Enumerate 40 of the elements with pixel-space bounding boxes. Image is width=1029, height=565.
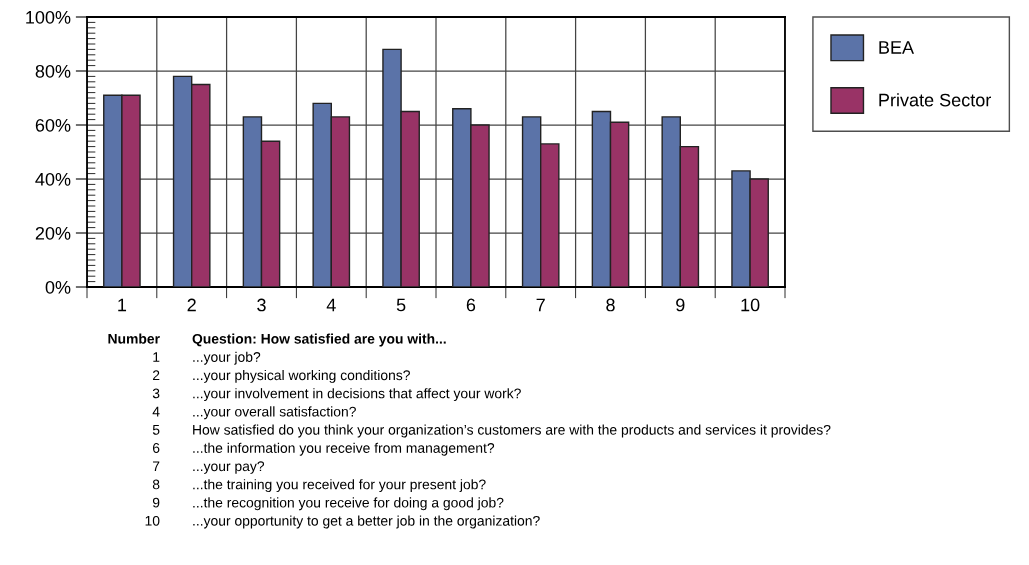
text: ...your opportunity to get a better job in the organization? [193,515,540,529]
y-tick-label: 40% [35,172,71,186]
x-tick-label: 8 [606,298,615,312]
text: How satisfied do you think your organization’s customers are with the products and services it provides? [193,424,831,438]
legend-label: BEA [879,41,915,54]
text: 1 [153,352,160,362]
x-tick-label: 7 [536,298,545,312]
y-tick-label: 20% [35,226,71,240]
text: ...the recognition you receive for doing a good job? [193,497,504,511]
text: ...your overall satisfaction? [193,406,356,420]
text: 5 [152,425,160,435]
text: ...the training you received for your present job? [193,479,486,493]
x-tick-label: 2 [187,298,196,312]
x-tick-label: 9 [676,298,685,312]
text: 3 [152,388,160,399]
legend-label: Private Sector [879,93,992,107]
x-tick-label: 10 [741,298,760,312]
x-tick-label: 3 [257,298,266,312]
y-tick-label: 100% [26,10,71,24]
text: 6 [152,443,160,453]
text: 7 [152,461,160,471]
y-tick-label: 80% [35,64,71,78]
text: ...your involvement in decisions that affect your work? [193,388,521,402]
text: 10 [145,515,160,526]
y-tick-label: 60% [35,118,71,132]
text: 8 [152,479,160,490]
text: ...your job? [193,351,261,365]
text: ...the information you receive from management? [193,442,495,456]
x-tick-label: 5 [396,298,406,312]
y-tick-label: 0% [45,280,71,294]
text: 2 [152,370,160,380]
x-tick-label: 6 [466,298,476,312]
text: Question: How satisfied are you with... [192,333,446,347]
text: 4 [152,406,160,417]
x-tick-label: 1 [118,298,127,312]
text: Number [108,333,160,344]
text: ...your pay? [193,461,265,474]
x-tick-label: 4 [326,298,336,312]
text: 9 [152,497,160,508]
text: ...your physical working conditions? [193,369,410,383]
